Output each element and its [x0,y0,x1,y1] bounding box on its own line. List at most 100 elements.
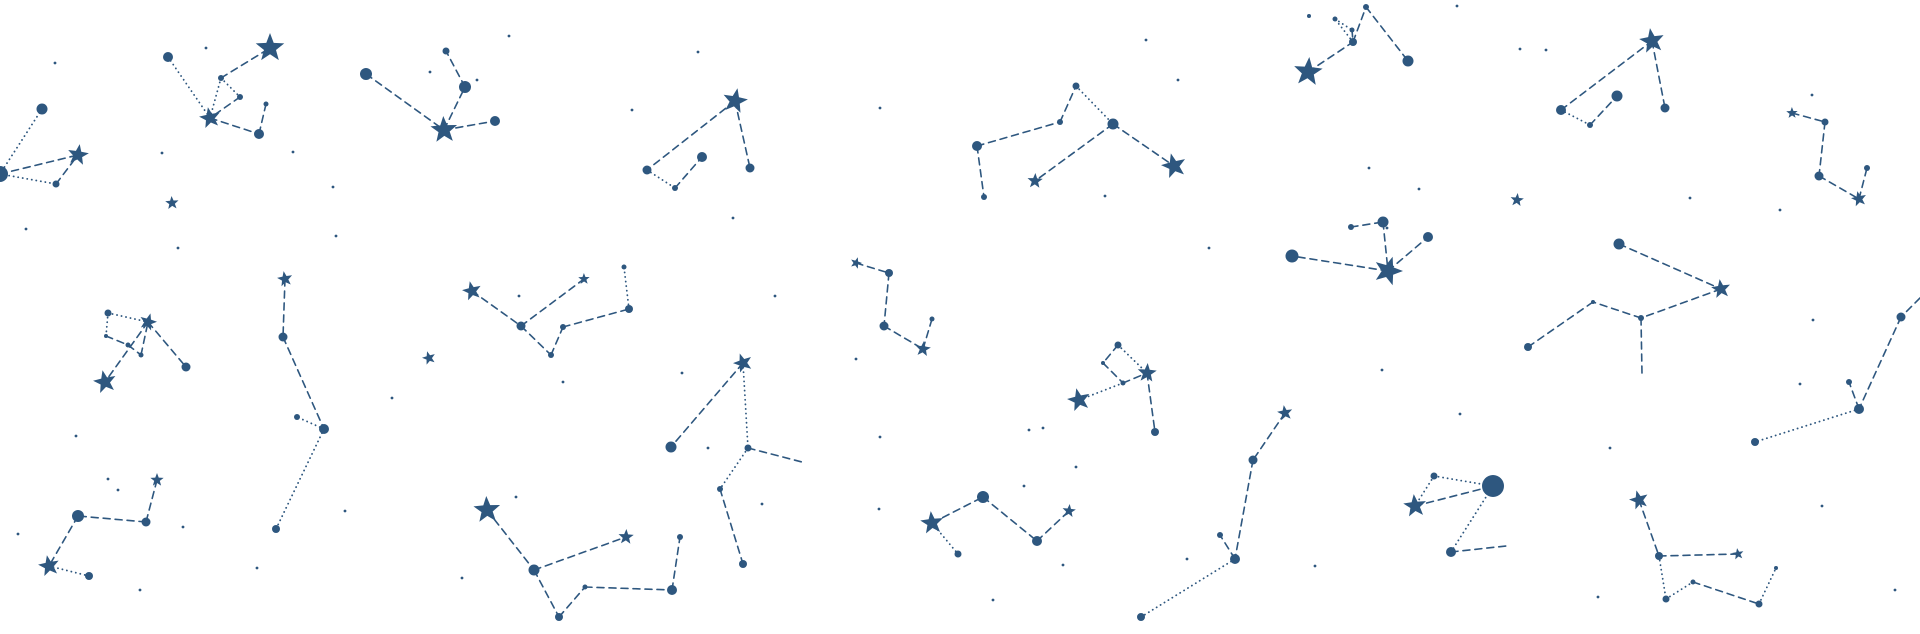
constellation-line [140,321,149,356]
constellation-line [443,120,496,131]
constellation-line [533,569,560,618]
star-dot [1285,249,1299,263]
constellation-line [147,321,187,368]
tiny-star [696,50,700,54]
star-dot [181,362,191,372]
constellation-line [520,325,552,356]
constellation-line [883,272,890,327]
constellation-line [1414,485,1494,507]
constellation-line [1450,485,1494,553]
tiny-star [1458,412,1462,416]
star-dot [1114,341,1122,349]
tiny-star [255,566,259,570]
constellation-line [855,262,890,274]
star-dot [319,424,329,434]
constellation-line [1036,510,1070,542]
constellation [473,496,683,621]
constellation-line [719,488,744,565]
tiny-star [680,371,684,375]
constellation-line [77,515,147,523]
star-dot [977,491,989,503]
constellation-line [220,77,241,98]
star-dot [672,185,678,191]
constellation [93,309,191,393]
star-dot [1854,404,1864,414]
star-dot [1446,547,1456,557]
constellation [1294,4,1414,85]
tiny-star [1455,4,1459,8]
constellation-line [1034,123,1114,182]
constellation-line [1414,475,1435,507]
star-dot [1402,55,1414,67]
star-dot [72,510,84,522]
star-dot [1230,554,1240,564]
tiny-star [1417,187,1421,191]
constellation-line [1365,6,1409,62]
tiny-star [334,234,338,238]
star-dot [1032,536,1042,546]
constellation-line [1754,408,1860,443]
constellation-line [1858,316,1902,410]
constellation-line [1334,18,1354,43]
tiny-star [706,446,710,450]
constellation-line [0,154,79,175]
constellation [1067,341,1159,436]
constellation-line [1758,567,1777,605]
constellation-line [1638,499,1660,557]
constellation [1403,472,1507,557]
star-dot [560,324,566,330]
star-icon [68,144,89,165]
constellation-line [1117,344,1148,374]
tiny-star [760,502,764,506]
star-icon [1067,388,1090,412]
constellation [462,264,633,358]
tiny-star [561,380,565,384]
constellation-line [646,100,736,171]
constellation-line [167,56,211,119]
star-icon [1403,494,1426,517]
tiny-star [1027,428,1031,432]
tiny-star [1518,47,1522,51]
tiny-star [1176,78,1180,82]
constellation-line [1791,112,1826,123]
star-dot [294,414,300,420]
star-dot [218,75,224,81]
star-icon [851,257,862,269]
star-icon [578,273,590,284]
constellation [972,82,1186,200]
constellation-line [1858,167,1868,200]
star-dot [1613,238,1625,250]
constellation-line [533,536,627,571]
constellation-line [1102,362,1124,384]
star-dot [1591,300,1595,304]
constellation-line [558,586,586,618]
constellation-line [1291,255,1389,272]
constellation-line [220,47,271,79]
constellation-line [1450,545,1507,553]
star-dot [621,264,627,270]
tiny-star [1811,318,1815,322]
constellation-line [1589,95,1618,126]
star-dot [272,525,280,533]
star-dot [442,47,450,55]
star-dot [1217,532,1223,538]
star-dot [1864,165,1870,171]
star-dot [138,352,144,358]
constellation-line [976,145,985,198]
constellation [1137,405,1293,621]
star-icon [1027,173,1043,188]
star-dot [125,342,131,348]
constellation [1629,490,1778,608]
tiny-star [181,525,185,529]
star-dot [1556,105,1566,115]
star-icon [920,511,943,534]
tiny-star [53,61,57,65]
tiny-star [1185,557,1189,561]
star-dot [1248,455,1258,465]
constellation-line [584,586,673,591]
star-icon [1161,153,1186,179]
constellation-line [105,335,129,346]
star-icon [1277,405,1293,421]
constellation-line [671,536,681,591]
